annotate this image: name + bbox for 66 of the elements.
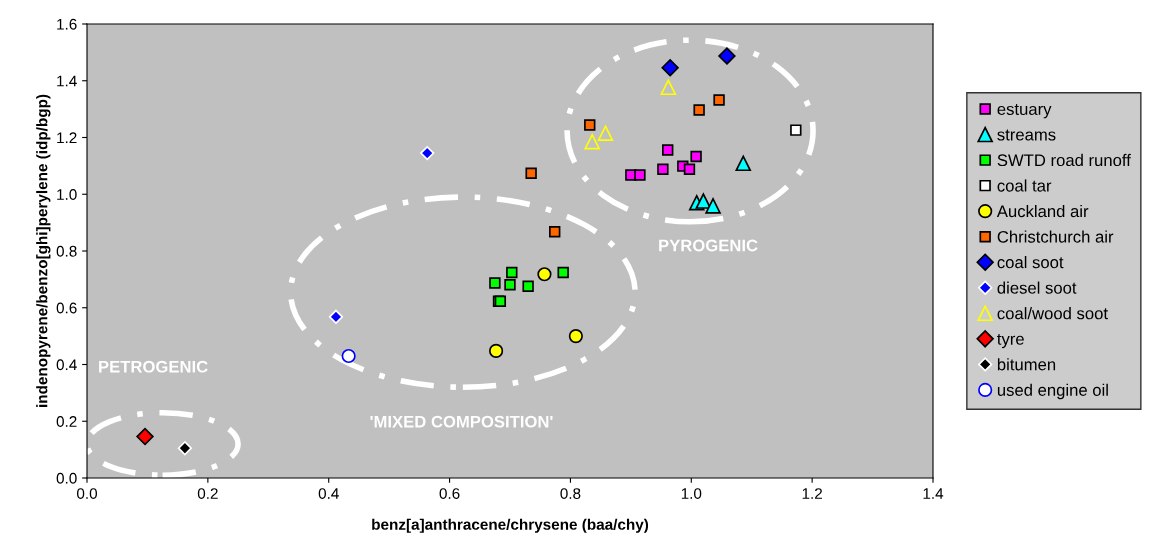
point — [489, 343, 504, 358]
x-tick-label: 1.4 — [923, 488, 944, 499]
point — [690, 150, 702, 163]
y-tick-label: 1.6 — [57, 18, 77, 30]
legend-label: tyre — [997, 333, 1024, 349]
point — [683, 163, 696, 175]
point — [549, 226, 561, 238]
legend-label: coal tar — [997, 179, 1052, 192]
legend-label: Auckland air — [996, 204, 1089, 218]
x-tick-label: 0.6 — [439, 488, 460, 499]
point — [568, 329, 583, 344]
point — [790, 124, 802, 136]
point — [525, 167, 537, 179]
x-axis-title: benz[a]anthracene/chrysene (baa/chy) — [372, 518, 649, 533]
y-tick-label: 0.8 — [56, 245, 77, 257]
point — [506, 266, 518, 279]
point — [634, 169, 646, 181]
point — [537, 267, 552, 282]
point — [662, 144, 674, 156]
legend-label: estuary — [997, 104, 1052, 119]
x-tick-label: 0.8 — [560, 488, 581, 499]
annotation: PETROGENIC — [99, 360, 208, 373]
point — [328, 309, 344, 324]
y-tick-label: 0.2 — [56, 416, 77, 427]
x-tick-label: 1.2 — [802, 488, 822, 499]
y-axis-title: indenopyrene/benzo[ghi]perylene (idp/bgp) — [36, 94, 51, 407]
legend-label: used engine oil — [997, 383, 1108, 400]
point — [584, 119, 596, 131]
point — [735, 155, 752, 172]
point — [597, 125, 614, 142]
legend-label: bitumen — [997, 358, 1056, 371]
legend-label: coal soot — [997, 256, 1064, 269]
point — [718, 47, 736, 65]
point — [693, 104, 705, 116]
x-tick-label: 1.0 — [681, 488, 702, 499]
point — [341, 348, 356, 364]
point — [557, 266, 569, 279]
legend-label: coal/wood soot — [997, 307, 1108, 320]
annotation: 'MIXED COMPOSITION' — [370, 415, 553, 428]
annotation: PYROGENIC — [659, 239, 758, 252]
legend-label: diesel soot — [997, 281, 1077, 294]
x-tick-label: 0.2 — [197, 488, 218, 499]
point — [177, 441, 193, 456]
x-tick-label: 0.4 — [318, 488, 339, 499]
y-tick-label: 1.0 — [57, 189, 77, 200]
point — [504, 279, 516, 291]
x-tick-label: 0.0 — [76, 488, 98, 499]
y-tick-label: 1.4 — [57, 75, 77, 87]
legend-label: SWTD road runoff — [997, 153, 1131, 167]
point — [522, 280, 534, 292]
point — [660, 79, 677, 96]
y-tick-label: 0.4 — [56, 359, 77, 371]
legend-label: streams — [997, 129, 1056, 141]
point — [584, 133, 600, 150]
point — [661, 59, 679, 77]
point — [705, 198, 721, 214]
y-tick-label: 0.0 — [56, 472, 77, 484]
legend-label: Christchurch air — [997, 230, 1114, 243]
point — [136, 427, 154, 446]
y-tick-label: 1.2 — [57, 132, 77, 144]
point — [420, 145, 435, 161]
point — [489, 277, 501, 289]
point — [695, 193, 712, 209]
point — [657, 163, 669, 175]
point — [713, 94, 725, 106]
y-tick-label: 0.6 — [56, 302, 77, 314]
